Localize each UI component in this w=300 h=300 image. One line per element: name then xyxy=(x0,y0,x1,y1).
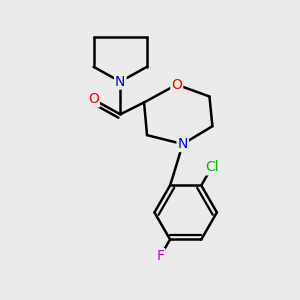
Text: O: O xyxy=(171,78,182,92)
Text: F: F xyxy=(156,249,164,263)
Text: N: N xyxy=(178,137,188,151)
Text: Cl: Cl xyxy=(205,160,218,174)
Text: N: N xyxy=(115,75,125,88)
Text: O: O xyxy=(88,92,99,106)
